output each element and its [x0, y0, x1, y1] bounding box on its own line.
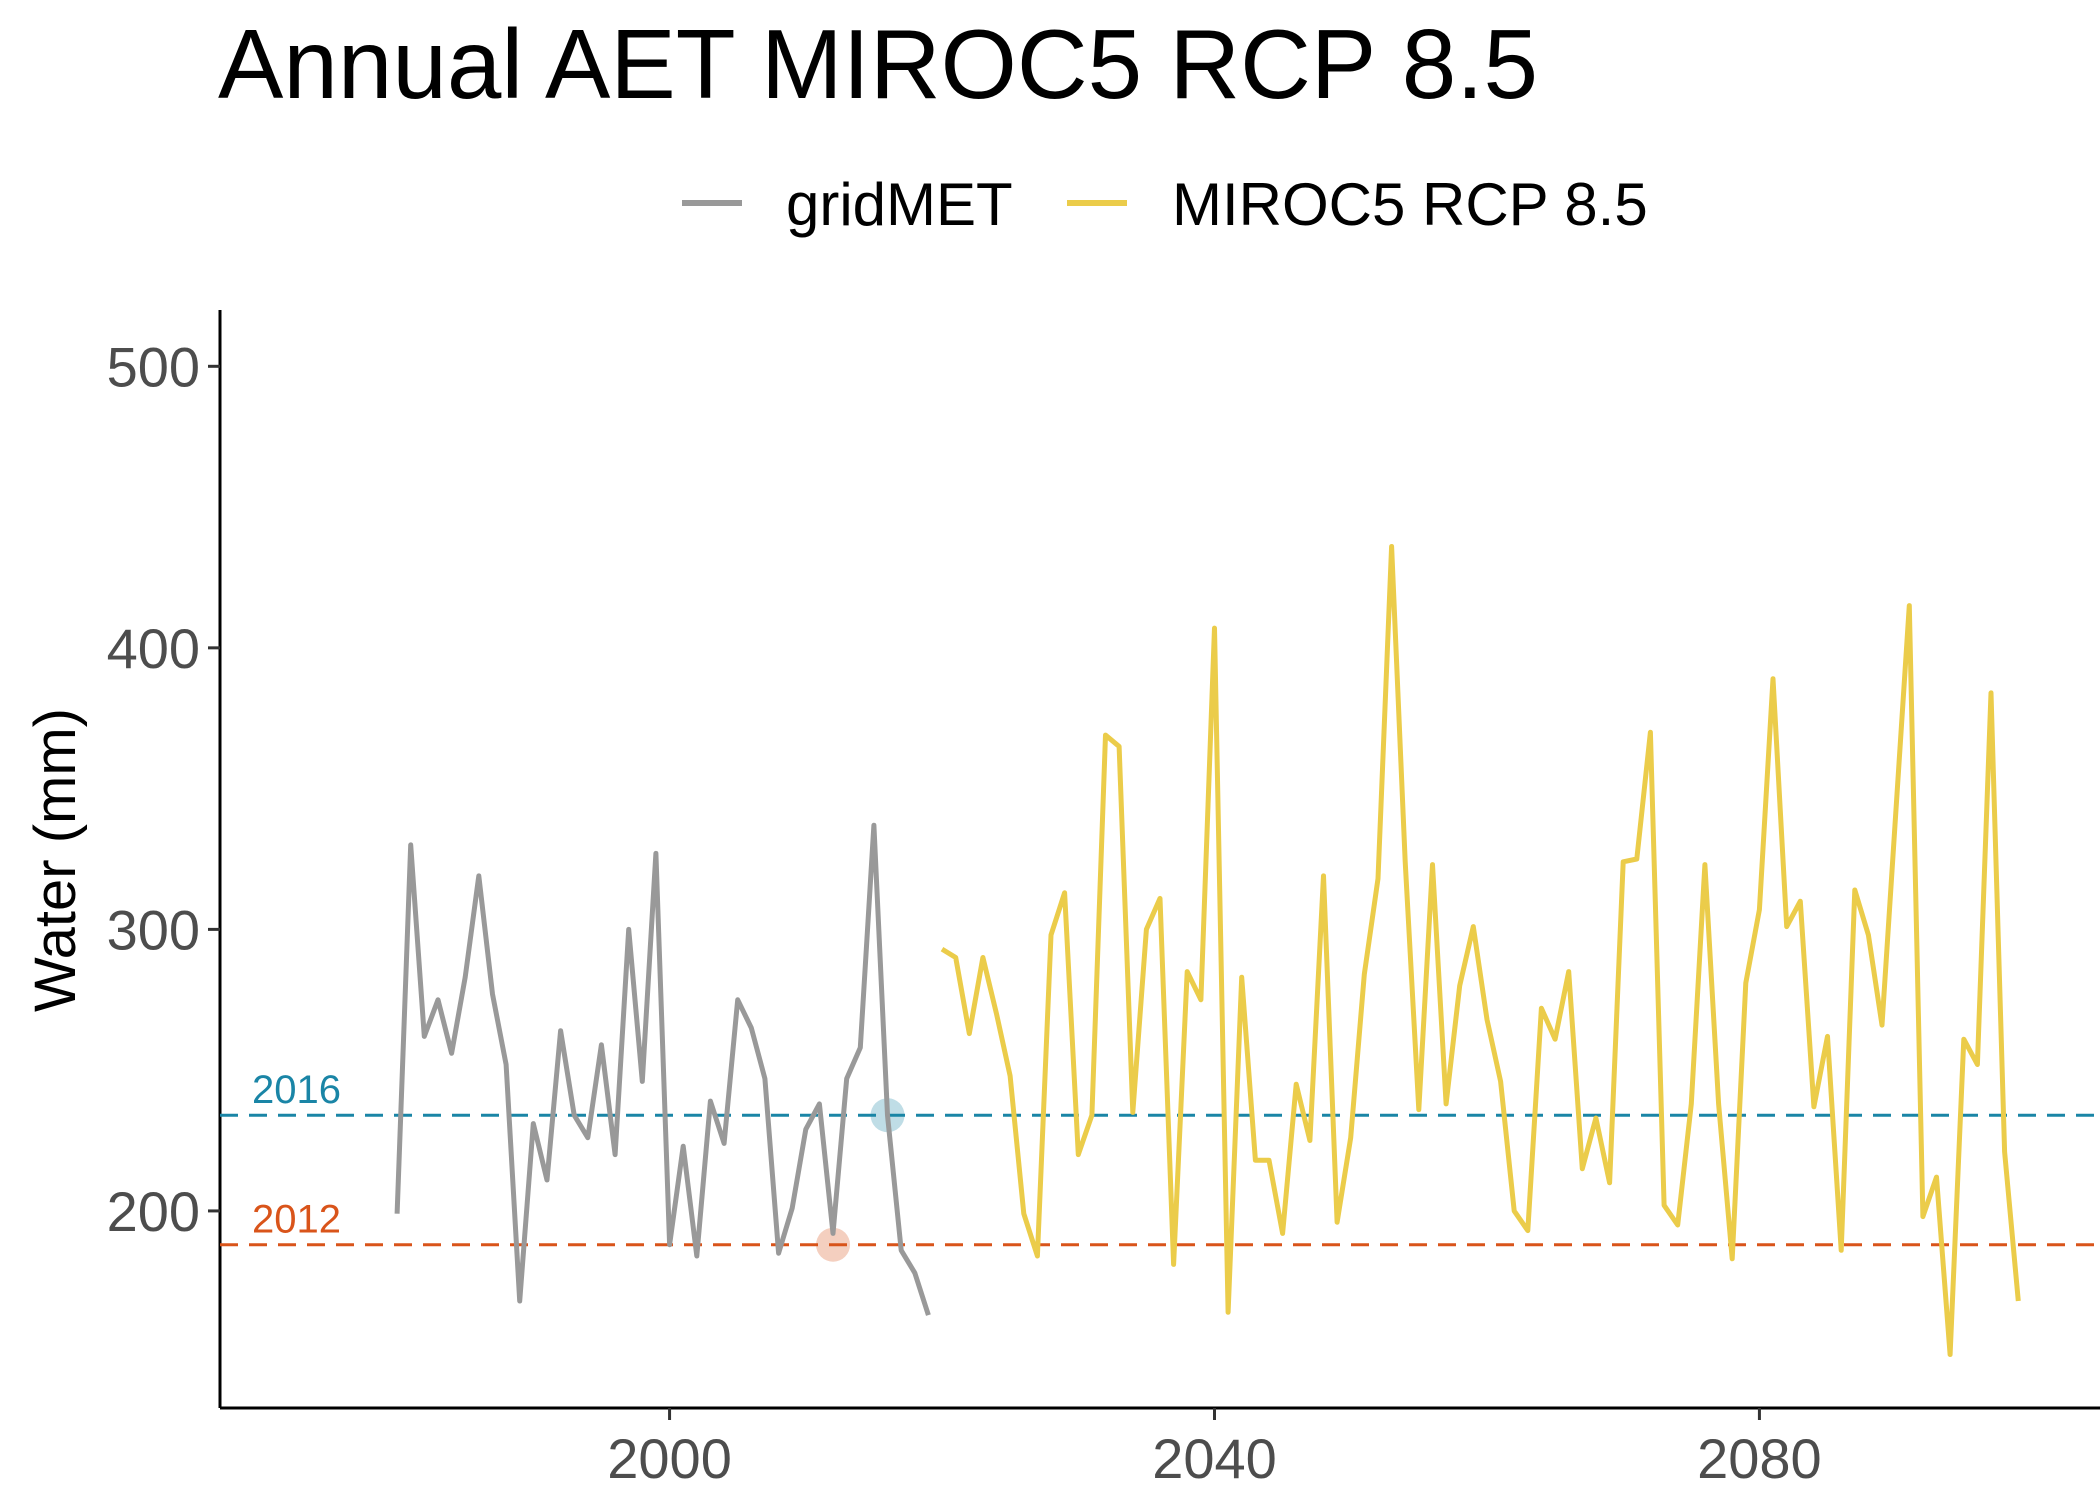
y-axis-title: Water (mm) [23, 708, 88, 1012]
x-tick-label-2080: 2080 [1697, 1427, 1822, 1490]
series-line-miroc5-rcp-8-5 [940, 544, 2021, 1357]
chart-title: Annual AET MIROC5 RCP 8.5 [218, 9, 1538, 119]
x-tick-label-2000: 2000 [607, 1427, 732, 1490]
series-line-gridmet [394, 822, 931, 1316]
legend-label-miroc5: MIROC5 RCP 8.5 [1172, 171, 1648, 238]
y-tick-label-400: 400 [107, 617, 200, 680]
y-tick-label-500: 500 [107, 335, 200, 398]
legend: gridMET MIROC5 RCP 8.5 [682, 171, 1648, 238]
highlight-point-2012 [816, 1227, 851, 1262]
reference-lines: 2016 2012 [220, 1068, 2100, 1262]
y-tick-label-300: 300 [107, 898, 200, 961]
y-tick-label-200: 200 [107, 1180, 200, 1243]
y-axis-ticks: 200 300 400 500 [107, 335, 220, 1243]
x-axis-ticks: 2000 2040 2080 [607, 1408, 1822, 1490]
reference-label-2016: 2016 [252, 1068, 341, 1112]
reference-label-2012: 2012 [252, 1198, 341, 1242]
series-lines [394, 544, 2021, 1357]
plot-area: 200 300 400 500 2000 2040 2080 2016 2012 [107, 310, 2100, 1490]
legend-label-gridmet: gridMET [786, 171, 1013, 238]
x-tick-label-2040: 2040 [1152, 1427, 1277, 1490]
